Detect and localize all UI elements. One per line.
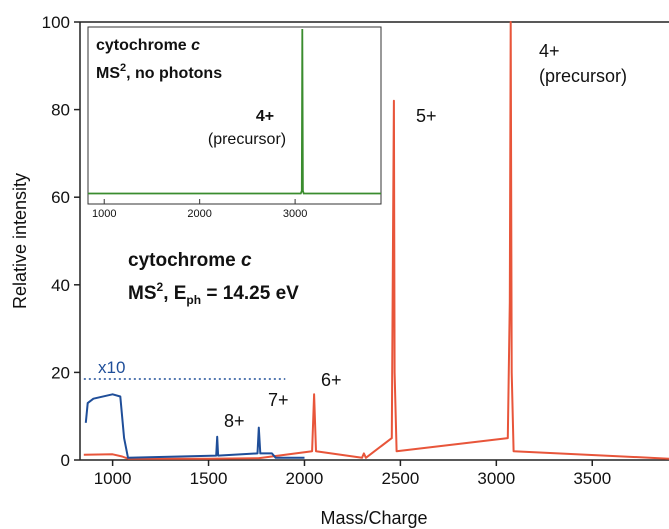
inset-spectrum-line bbox=[88, 28, 381, 195]
spectrum-line bbox=[83, 21, 669, 460]
inset-series bbox=[88, 28, 381, 195]
x10-spectrum-line bbox=[84, 393, 305, 459]
inset-frame bbox=[87, 26, 382, 205]
x-axis-title: Mass/Charge bbox=[320, 508, 427, 528]
inset-peak-label: 4+ bbox=[256, 108, 274, 125]
x-tick-label: 2500 bbox=[381, 469, 419, 488]
main-series bbox=[83, 21, 669, 460]
y-axis-title: Relative intensity bbox=[10, 173, 30, 309]
inset-peak-note: (precursor) bbox=[208, 131, 286, 148]
peak-label-5plus: 5+ bbox=[416, 106, 437, 126]
inset-x-tick-label: 1000 bbox=[92, 208, 116, 220]
main-condition-label: MS2, Eph = 14.25 eV bbox=[128, 280, 299, 307]
peak-label-6plus: 6+ bbox=[321, 370, 342, 390]
inset-ticks: 1000 2000 3000 bbox=[92, 199, 307, 220]
peak-label-8plus: 8+ bbox=[224, 411, 245, 431]
inset-protein-label: cytochrome c bbox=[96, 37, 200, 54]
scale-factor-label: x10 bbox=[98, 358, 125, 377]
peak-label-4plus: 4+ bbox=[539, 41, 560, 61]
y-tick-label: 20 bbox=[51, 363, 70, 382]
y-tick-label: 0 bbox=[61, 451, 70, 470]
main-protein-label: cytochrome c bbox=[128, 250, 252, 271]
y-tick-label: 40 bbox=[51, 276, 70, 295]
x-tick-label: 2000 bbox=[286, 469, 324, 488]
y-tick-label: 100 bbox=[42, 13, 70, 32]
x-tick-label: 1000 bbox=[94, 469, 132, 488]
x-tick-label: 3000 bbox=[477, 469, 515, 488]
inset-condition-label: MS2, no photons bbox=[96, 62, 222, 82]
main-ticks: 1000 1500 2000 2500 3000 3500 0 20 40 60 80 100 bbox=[42, 13, 612, 488]
y-tick-label: 60 bbox=[51, 188, 70, 207]
x-tick-label: 1500 bbox=[190, 469, 228, 488]
inset-x-tick-label: 2000 bbox=[187, 208, 211, 220]
peak-label-7plus: 7+ bbox=[268, 390, 289, 410]
x-tick-label: 3500 bbox=[573, 469, 611, 488]
inset-x-tick-label: 3000 bbox=[283, 208, 307, 220]
peak-label-4plus-note: (precursor) bbox=[539, 66, 627, 86]
y-tick-label: 80 bbox=[51, 101, 70, 120]
